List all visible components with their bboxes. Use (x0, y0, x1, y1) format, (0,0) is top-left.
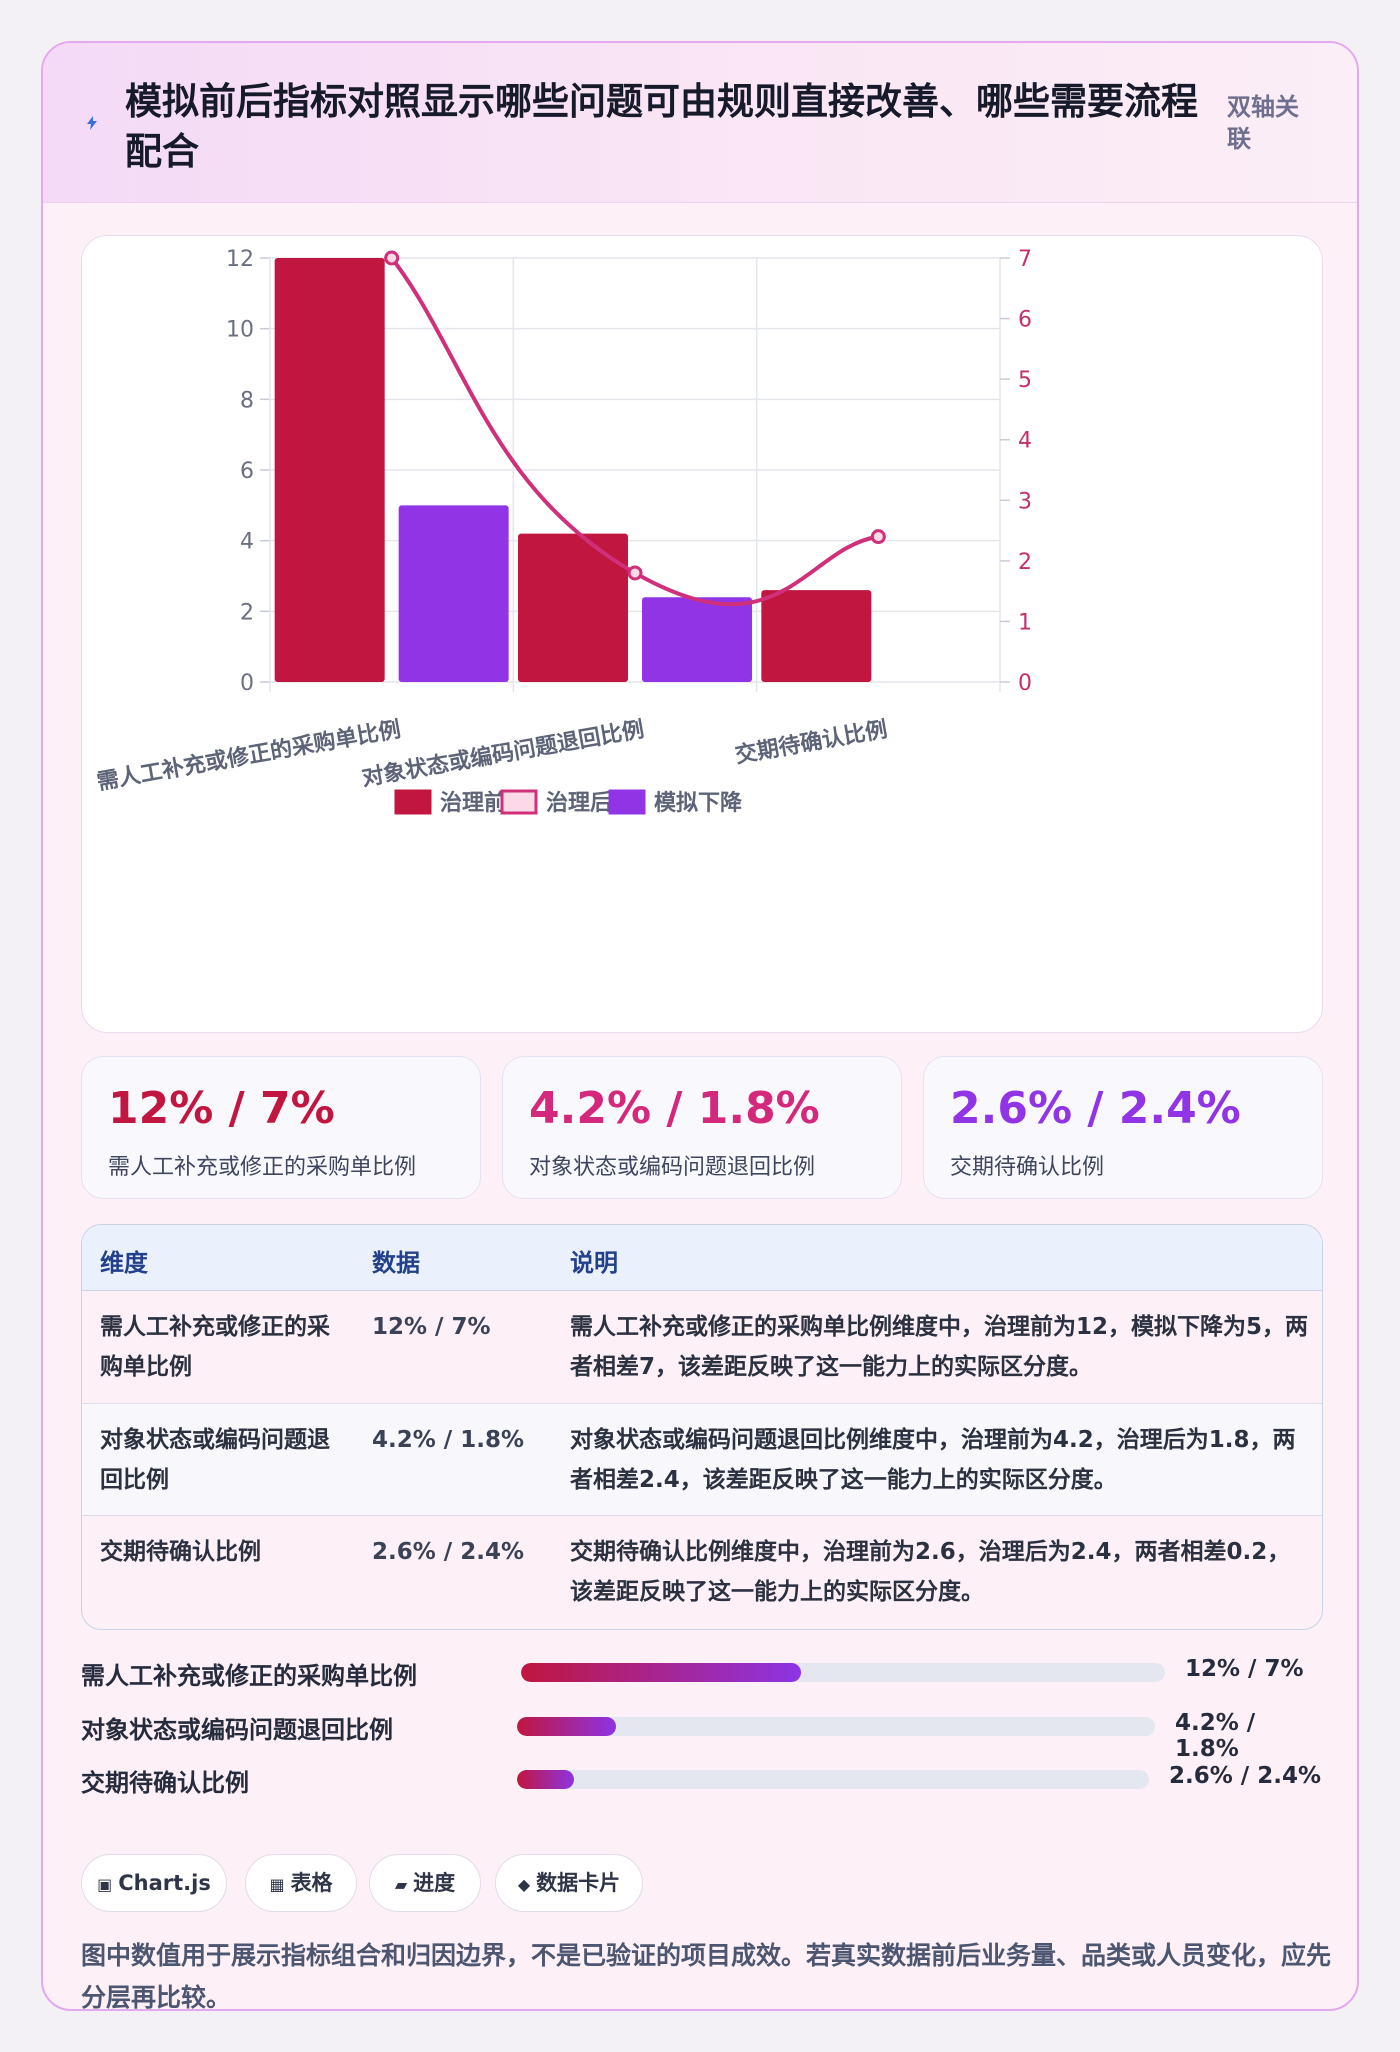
table-row: 交期待确认比例 2.6% / 2.4% 交期待确认比例维度中，治理前为2.6，治… (82, 1515, 1322, 1627)
progress-row: 需人工补充或修正的采购单比例 12% / 7% (81, 1652, 1323, 1692)
legend-swatch (394, 789, 432, 815)
line-point (870, 529, 886, 545)
y-left-tick-label: 0 (240, 671, 254, 696)
bar (274, 258, 385, 682)
legend-label: 治理前 (440, 790, 506, 816)
kpi-label: 对象状态或编码问题退回比例 (529, 1155, 816, 1180)
chip-chartjs[interactable]: ▣ Chart.js (81, 1854, 227, 1912)
chart-icon: ▣ (97, 1875, 113, 1894)
table-cell-data: 2.6% / 2.4% (372, 1539, 524, 1565)
chart-panel: 0 2 4 6 8 10 12 0 1 2 3 4 5 6 7 需人工补充或修正的采购单比例 对象状态或编码问题… (81, 235, 1323, 1033)
legend-label: 模拟下降 (654, 791, 743, 816)
kpi-label: 交期待确认比例 (950, 1155, 1105, 1180)
chip-data-cards[interactable]: ◆ 数据卡片 (495, 1854, 643, 1912)
kpi-card: 4.2% / 1.8% 对象状态或编码问题退回比例 (502, 1056, 902, 1199)
chip-progress[interactable]: ▰ 进度 (369, 1854, 481, 1912)
y-left-tick-label: 6 (240, 459, 254, 484)
kpi-card: 12% / 7% 需人工补充或修正的采购单比例 (81, 1056, 481, 1199)
y-right-tick-label: 1 (1018, 610, 1032, 635)
lightning-icon (87, 116, 97, 130)
legend-swatch (608, 789, 646, 815)
legend-label: 治理后 (546, 790, 612, 816)
x-tick-label: 需人工补充或修正的采购单比例 (95, 716, 403, 795)
progress-value: 12% / 7% (1185, 1656, 1304, 1682)
footnote: 图中数值用于展示指标组合和归因边界，不是已验证的项目成效。若真实数据前后业务量、… (81, 1941, 1332, 2011)
chip-label: Chart.js (118, 1871, 211, 1895)
table-row: 对象状态或编码问题退回比例 4.2% / 1.8% 对象状态或编码问题退回比例维… (82, 1403, 1322, 1515)
line-point (384, 250, 400, 266)
kpi-value: 4.2% / 1.8% (529, 1083, 820, 1134)
card-header: 模拟前后指标对照显示哪些问题可由规则直接改善、哪些需要流程配合 双轴关联 (43, 43, 1357, 203)
y-right-tick-label: 0 (1018, 671, 1032, 696)
x-tick-label: 交期待确认比例 (733, 716, 889, 768)
table-cell-data: 4.2% / 1.8% (372, 1427, 524, 1453)
column-header: 维度 (100, 1249, 148, 1277)
progress-row: 对象状态或编码问题退回比例 4.2% / 1.8% (81, 1706, 1323, 1762)
chip-table[interactable]: ▦ 表格 (245, 1854, 357, 1912)
bar (761, 590, 872, 682)
y-right-tick-label: 7 (1018, 247, 1032, 272)
table-cell-dimension: 对象状态或编码问题退回比例 (100, 1427, 330, 1493)
y-left-tick-label: 12 (226, 247, 254, 272)
chip-label: 表格 (290, 1871, 333, 1895)
kpi-row: 12% / 7% 需人工补充或修正的采购单比例 4.2% / 1.8% 对象状态… (81, 1056, 1323, 1199)
header-tag: 双轴关联 (1227, 93, 1299, 153)
table-cell-note: 交期待确认比例维度中，治理前为2.6，治理后为2.4，两者相差0.2，该差距反映… (570, 1539, 1291, 1605)
table-cell-data: 12% / 7% (372, 1314, 491, 1340)
legend-swatch (500, 789, 538, 815)
progress-value: 4.2% / 1.8% (1175, 1710, 1256, 1762)
kpi-value: 12% / 7% (108, 1083, 335, 1134)
kpi-card: 2.6% / 2.4% 交期待确认比例 (923, 1056, 1323, 1199)
data-table: 维度 数据 说明 需人工补充或修正的采购单比例 12% / 7% 需人工补充或修… (81, 1224, 1323, 1630)
kpi-value: 2.6% / 2.4% (950, 1083, 1241, 1134)
table-row: 需人工补充或修正的采购单比例 12% / 7% 需人工补充或修正的采购单比例维度… (82, 1291, 1322, 1403)
y-left-tick-label: 2 (240, 600, 254, 625)
progress-fill (521, 1663, 802, 1682)
progress-icon: ▰ (394, 1875, 408, 1894)
progress-fill (517, 1770, 574, 1789)
progress-label: 交期待确认比例 (81, 1769, 249, 1797)
progress-track (521, 1663, 1165, 1682)
line-point (627, 565, 643, 581)
table-cell-dimension: 需人工补充或修正的采购单比例 (100, 1314, 330, 1380)
diamond-icon: ◆ (517, 1875, 531, 1894)
bar (398, 505, 509, 682)
progress-label: 对象状态或编码问题退回比例 (81, 1716, 393, 1744)
column-header: 说明 (570, 1249, 618, 1277)
progress-label: 需人工补充或修正的采购单比例 (81, 1662, 417, 1690)
table-cell-note: 对象状态或编码问题退回比例维度中，治理前为4.2，治理后为1.8，两者相差2.4… (570, 1427, 1296, 1493)
bar (518, 533, 628, 682)
progress-track (517, 1770, 1149, 1789)
chip-label: 数据卡片 (536, 1871, 621, 1895)
table-cell-dimension: 交期待确认比例 (100, 1539, 261, 1565)
x-tick-label: 对象状态或编码问题退回比例 (360, 716, 646, 791)
table-cell-note: 需人工补充或修正的采购单比例维度中，治理前为12，模拟下降为5，两者相差7，该差… (570, 1314, 1309, 1380)
progress-value: 2.6% / 2.4% (1169, 1763, 1321, 1789)
progress-fill (517, 1717, 616, 1736)
y-left-tick-label: 4 (240, 530, 254, 555)
column-header: 数据 (372, 1249, 420, 1277)
kpi-label: 需人工补充或修正的采购单比例 (108, 1155, 417, 1180)
progress-row: 交期待确认比例 2.6% / 2.4% (81, 1759, 1323, 1799)
y-right-tick-label: 2 (1018, 550, 1032, 575)
main-card: 模拟前后指标对照显示哪些问题可由规则直接改善、哪些需要流程配合 双轴关联 0 2 4… (41, 41, 1359, 2011)
progress-track (517, 1717, 1155, 1736)
y-right-tick-label: 4 (1018, 429, 1032, 454)
y-right-tick-label: 5 (1018, 368, 1032, 393)
dual-axis-chart: 02468101201234567需人工补充或修正的采购单比例对象状态或编码问题… (95, 247, 1032, 816)
y-right-tick-label: 3 (1018, 489, 1032, 514)
y-left-tick-label: 8 (240, 388, 254, 413)
page-title: 模拟前后指标对照显示哪些问题可由规则直接改善、哪些需要流程配合 (125, 80, 1198, 173)
table-icon: ▦ (269, 1875, 285, 1894)
y-right-tick-label: 6 (1018, 308, 1032, 333)
bar (642, 597, 752, 682)
table-header: 维度 数据 说明 (82, 1225, 1322, 1291)
y-left-tick-label: 10 (226, 318, 254, 343)
chip-label: 进度 (413, 1871, 456, 1895)
